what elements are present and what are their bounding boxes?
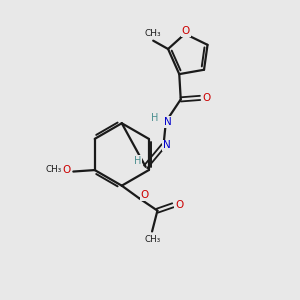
Text: CH₃: CH₃	[144, 29, 161, 38]
Text: H: H	[134, 156, 141, 166]
Text: O: O	[63, 165, 71, 175]
Text: H: H	[151, 113, 158, 123]
Text: O: O	[175, 200, 184, 210]
Text: N: N	[164, 117, 172, 127]
Text: O: O	[182, 26, 190, 36]
Text: O: O	[141, 190, 149, 200]
Text: CH₃: CH₃	[46, 165, 62, 174]
Text: O: O	[202, 93, 211, 103]
Text: CH₃: CH₃	[145, 235, 161, 244]
Text: N: N	[163, 140, 170, 151]
